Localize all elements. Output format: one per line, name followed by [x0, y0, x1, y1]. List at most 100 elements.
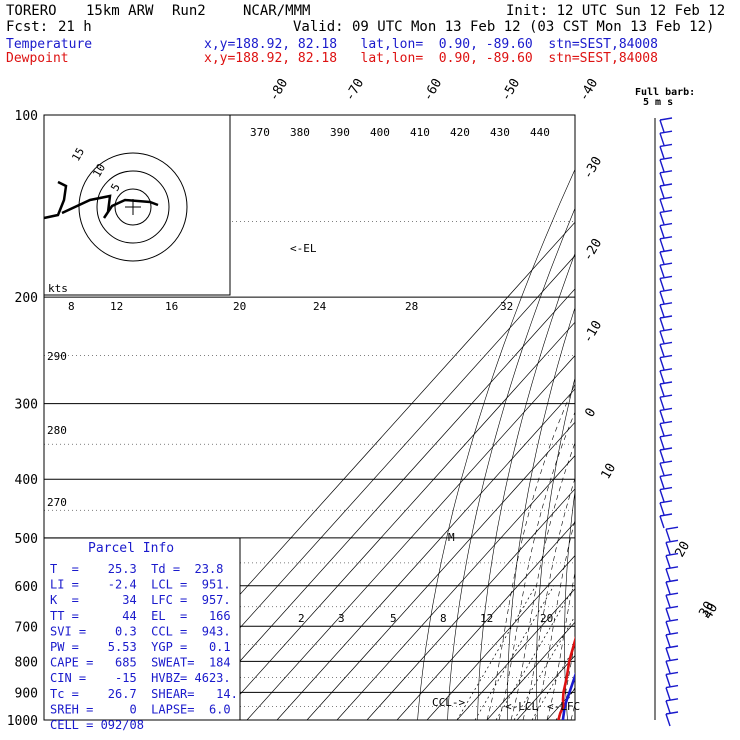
wind-barb-flag	[659, 434, 673, 438]
hodograph-ring	[78, 152, 188, 262]
theta-label: 290	[47, 350, 67, 363]
isotherm-tick-label: -80	[266, 76, 291, 104]
moist-adiabat-line	[570, 702, 575, 720]
wind-barb	[659, 396, 665, 410]
wind-barb	[659, 212, 665, 225]
wind-barb-flag	[659, 170, 673, 174]
wind-barb	[665, 594, 671, 608]
wind-barb	[665, 528, 671, 542]
pressure-tick-label: 200	[15, 291, 38, 306]
wind-barb-flag	[659, 473, 673, 478]
temperature-legend: Temperature	[6, 37, 93, 52]
dry-adiabat-line	[447, 207, 575, 720]
wind-barb-flag	[665, 579, 679, 583]
wind-barb	[665, 608, 671, 621]
wind-barb-flag	[665, 592, 679, 596]
parcel-info-row: T = 25.3 Td = 23.8	[50, 562, 223, 576]
dry-adiabat-line	[507, 306, 575, 720]
theta-e-label: 390	[330, 126, 350, 139]
wind-barb-flag	[665, 645, 679, 649]
theta-label: 270	[47, 496, 67, 509]
dry-adiabat-line	[477, 252, 575, 720]
isotherm-line	[516, 655, 575, 720]
isotherm-line	[216, 321, 575, 720]
dry-adiabat-line	[592, 115, 694, 720]
wind-barb	[659, 304, 665, 318]
isotherm-line	[246, 355, 575, 720]
theta-e-label: 380	[290, 126, 310, 139]
wind-barb	[659, 291, 665, 304]
hodograph-speed-label: 32	[500, 300, 513, 313]
wind-barb	[659, 225, 665, 238]
isotherm-line	[336, 455, 575, 720]
theta-e-label: 430	[490, 126, 510, 139]
wind-barb	[665, 555, 671, 568]
wind-barb	[659, 436, 665, 450]
wind-barb	[659, 383, 665, 397]
mixing-ratio-label: 3	[338, 612, 345, 625]
wind-barb	[659, 185, 665, 199]
wind-barb-flag	[659, 341, 673, 346]
theta-label: 280	[47, 424, 67, 437]
wind-barb-flag	[665, 526, 679, 530]
moist-adiabat-line	[546, 571, 575, 720]
mixing-ratio-line	[531, 646, 575, 720]
wind-barb-flag	[659, 288, 673, 293]
pressure-tick-label: 400	[15, 473, 38, 488]
moist-adiabat-line	[583, 297, 714, 720]
wind-barb	[665, 687, 671, 700]
dewpoint-location: x,y=188.92, 82.18 lat,lon= 0.90, -89.60 …	[204, 51, 658, 66]
wind-barb	[659, 476, 665, 489]
dry-adiabat-line	[536, 376, 575, 720]
wind-barb-flag	[659, 407, 673, 412]
valid-time: Valid: 09 UTC Mon 13 Feb 12 (03 CST Mon …	[293, 19, 715, 35]
wind-barb	[665, 542, 671, 555]
wind-barb-flag	[659, 222, 673, 227]
forecast-label: Fcst:	[6, 19, 49, 35]
wind-barb-flag	[659, 209, 673, 214]
wind-barb	[659, 357, 665, 370]
temperature-location: x,y=188.92, 82.18 lat,lon= 0.90, -89.60 …	[204, 37, 658, 52]
mixing-ratio-line	[495, 585, 575, 720]
moist-adiabat-line	[510, 442, 575, 720]
dewpoint-profile	[557, 636, 575, 720]
wind-barb	[659, 159, 665, 172]
isotherm-line	[366, 488, 575, 720]
isotherm-line	[156, 255, 575, 720]
wind-barb-flag	[659, 500, 673, 504]
wind-barb	[659, 344, 665, 357]
wind-barb-flag	[659, 447, 673, 451]
parcel-info-title: Parcel Info	[88, 541, 174, 556]
hodograph-ring-label: 15	[69, 146, 87, 164]
mixing-ratio-line	[456, 585, 537, 720]
wind-barb	[659, 515, 665, 529]
wind-barb	[659, 330, 665, 344]
forecast-hour: 21 h	[58, 19, 92, 35]
isotherm-line	[276, 388, 575, 720]
parcel-info-row: CIN = -15 HVBZ= 4623.	[50, 671, 231, 685]
pressure-tick-label: 900	[15, 686, 38, 701]
wind-barb-flag	[659, 130, 673, 134]
wind-barb-flag	[665, 632, 679, 636]
wind-barb-flag	[659, 117, 673, 121]
wind-barb-flag	[665, 698, 679, 702]
wind-barb	[665, 713, 671, 727]
mixing-ratio-label: 5	[390, 612, 397, 625]
wind-barb	[659, 119, 665, 133]
mixing-ratio-line	[513, 615, 575, 720]
wind-barb-flag	[659, 315, 673, 319]
wind-barb	[659, 462, 665, 476]
parcel-info-row: TT = 44 EL = 166	[50, 609, 231, 623]
mixing-ratio-line	[555, 686, 575, 720]
dry-adiabat-line	[715, 115, 740, 720]
parcel-info-row: SREH = 0 LAPSE= 6.0	[50, 702, 231, 716]
theta-e-label: 370	[250, 126, 270, 139]
profile-marker-label: M	[448, 531, 455, 544]
isotherm-line	[577, 115, 740, 720]
wind-barb-flag	[659, 249, 673, 253]
dry-adiabat-line	[692, 115, 740, 720]
isotherm-tick-label: 10	[598, 461, 619, 482]
hodograph-unit-label: kts	[48, 282, 68, 295]
dry-adiabat-line	[564, 489, 575, 720]
